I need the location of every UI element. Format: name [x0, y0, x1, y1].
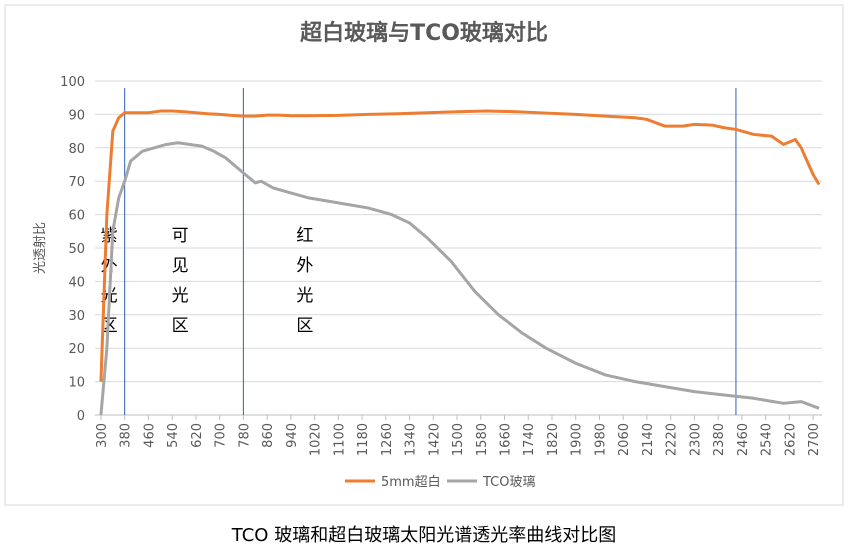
x-tick-label: 1100 — [332, 423, 347, 456]
y-tick-label: 70 — [68, 175, 85, 190]
y-tick-label: 10 — [68, 376, 85, 391]
region-label: 红外光区 — [292, 226, 313, 346]
chart-frame — [4, 4, 844, 506]
x-tick-label: 2620 — [783, 423, 798, 456]
x-tick-label: 2700 — [807, 423, 822, 456]
x-tick-label: 2220 — [665, 423, 680, 456]
y-tick-label: 60 — [68, 209, 85, 224]
y-tick-label: 30 — [68, 309, 85, 324]
x-tick-label: 700 — [214, 423, 229, 448]
y-tick-label: 50 — [68, 242, 85, 257]
x-tick-label: 2300 — [688, 423, 703, 456]
x-tick-label: 1740 — [522, 423, 537, 456]
series-line — [99, 109, 821, 382]
y-tick-label: 40 — [68, 275, 85, 290]
x-tick-label: 1500 — [451, 423, 466, 456]
y-tick-label: 80 — [68, 142, 85, 157]
series-line — [99, 141, 820, 416]
x-tick-label: 2460 — [736, 423, 751, 456]
x-tick-label: 1180 — [356, 423, 371, 456]
x-tick-label: 1260 — [380, 423, 395, 456]
x-tick-label: 1020 — [309, 423, 324, 456]
x-tick-label: 460 — [142, 423, 157, 448]
x-tick-label: 1980 — [593, 423, 608, 456]
region-label: 可见光区 — [168, 226, 189, 346]
x-tick-label: 2380 — [712, 423, 727, 456]
x-tick-label: 860 — [261, 423, 276, 448]
legend-label: 5mm超白 — [381, 474, 441, 490]
y-axis-label: 光透射比 — [32, 222, 48, 274]
legend-label: TCO玻璃 — [482, 475, 536, 490]
x-tick-label: 2540 — [760, 423, 775, 456]
x-tick-label: 780 — [237, 423, 252, 448]
caption: TCO 玻璃和超白玻璃太阳光谱透光率曲线对比图 — [231, 525, 616, 546]
x-tick-label: 1340 — [404, 423, 419, 456]
chart-title: 超白玻璃与TCO玻璃对比 — [300, 20, 548, 46]
y-tick-label: 0 — [77, 409, 85, 424]
x-tick-label: 940 — [285, 423, 300, 448]
x-tick-label: 1420 — [427, 423, 442, 456]
x-tick-label: 380 — [119, 423, 134, 448]
y-tick-label: 20 — [68, 342, 85, 357]
y-tick-label: 100 — [60, 75, 85, 90]
x-tick-label: 1900 — [570, 423, 585, 456]
x-tick-label: 300 — [95, 423, 110, 448]
x-tick-label: 540 — [166, 423, 181, 448]
x-tick-label: 1580 — [475, 423, 490, 456]
x-tick-label: 2140 — [641, 423, 656, 456]
x-tick-label: 620 — [190, 423, 205, 448]
x-tick-label: 1660 — [498, 423, 513, 456]
x-tick-label: 2060 — [617, 423, 632, 456]
y-tick-label: 90 — [68, 108, 85, 123]
x-tick-label: 1820 — [546, 423, 561, 456]
